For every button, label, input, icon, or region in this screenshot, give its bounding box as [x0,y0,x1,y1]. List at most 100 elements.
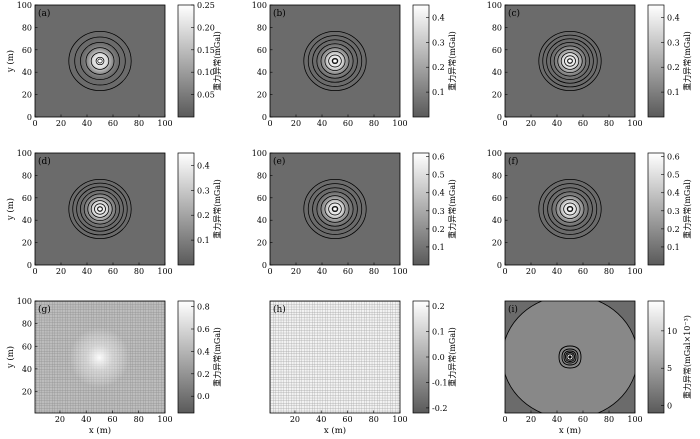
x-tick-label: 20 [526,119,536,128]
contour-line [83,193,117,225]
x-tick-label: 0 [267,267,272,276]
chart-panel-f: (f) 0 20 40 60 80 100 0 20 40 60 80 100 0.1 0.2 0.3 0.4 0… [487,149,692,276]
colorbar-tick-label: 0.3 [432,207,445,216]
x-tick-label: 80 [134,267,144,276]
x-tick-label: 60 [342,415,352,424]
colorbar-tick-label: 0.4 [432,189,445,198]
y-tick-label: 40 [257,68,267,77]
contour-line [90,52,110,70]
colorbar-tick-label: 0.4 [197,347,210,356]
anomaly-core [69,327,130,388]
y-tick-label: 80 [22,171,32,180]
contour-line [68,178,132,240]
colorbar-label: 重力异常(mGal) [212,179,222,239]
contour-line [563,350,577,364]
contour-line [95,56,105,66]
contour-line [97,58,103,64]
contour-line [307,183,363,235]
contour-line [538,30,602,92]
y-tick-label: 60 [492,46,502,55]
y-tick-label: 60 [257,46,267,55]
colorbar-label: 重力异常(mGal×10⁻³) [682,315,692,399]
plot-frame [504,152,636,266]
contour-line [563,202,577,216]
x-tick-label: 20 [56,119,66,128]
y-axis-label: y (m) [5,346,16,369]
contour-line [558,345,582,369]
x-tick-label: 20 [290,415,300,424]
y-tick-label: 60 [257,194,267,203]
y-tick-label: 100 [252,1,267,10]
x-tick-label: 80 [369,415,379,424]
colorbar-tick-label: 0.8 [197,303,210,312]
x-tick-label: 20 [526,267,536,276]
contour-line [312,39,358,83]
x-tick-label: 0 [267,119,272,128]
x-tick-label: 100 [627,415,642,424]
x-tick-label: 0 [502,119,507,128]
x-tick-label: 80 [369,119,379,128]
colorbar-tick-label: 0.2 [432,302,445,311]
colorbar [647,152,665,266]
colorbar [412,4,430,118]
panel-label: (d) [38,156,51,167]
x-tick-label: 40 [317,267,327,276]
contour-line [307,35,363,87]
x-axis-label: x (m) [324,425,346,436]
colorbar-tick-label: 0.1 [432,243,445,252]
colorbar [177,152,195,266]
x-tick-label: 20 [526,415,536,424]
contour-line [567,206,573,212]
x-tick-label: 40 [82,119,92,128]
contour-line [332,58,338,64]
x-tick-label: 40 [552,415,562,424]
plot-area [270,5,400,117]
colorbar-tick-label: 5 [667,364,672,373]
contour-line [561,348,579,366]
contour-line [68,30,132,92]
y-tick-label: 0 [497,261,502,270]
colorbar-tick-label: 0.3 [432,38,445,47]
y-tick-label: 0 [262,261,267,270]
y-tick-label: 100 [17,1,32,10]
y-tick-label: 100 [487,149,502,158]
y-tick-label: 60 [22,46,32,55]
colorbar-tick-label: 0.0 [432,353,445,362]
contour-line [551,191,589,227]
x-tick-label: 20 [56,267,66,276]
x-tick-label: 20 [55,415,65,424]
plot-frame [269,300,401,414]
x-tick-label: 80 [369,267,379,276]
colorbar-tick-label: 0.6 [667,153,680,162]
y-tick-label: 20 [257,239,267,248]
colorbar-tick-label: 0.10 [197,68,215,77]
y-tick-label: 0 [262,113,267,122]
contour-line [568,355,572,359]
y-tick-label: 100 [487,1,502,10]
colorbar [177,300,195,414]
x-tick-label: 60 [107,415,117,424]
colorbar-tick-label: 0.4 [667,189,680,198]
colorbar-label: 重力异常(mGal) [447,327,457,387]
x-tick-label: 40 [317,119,327,128]
chart-panel-b: (b) 0 20 40 60 80 100 0 20 40 60 80 100 0.1 0.2 0.3 0.4重… [252,1,457,128]
contour-line [316,191,354,227]
contour-line [90,200,110,218]
y-axis-label: y (m) [5,198,16,221]
x-tick-label: 0 [32,119,37,128]
colorbar-label: 重力异常(mGal) [447,179,457,239]
x-axis-label: x (m) [559,425,581,436]
contour-line [560,52,580,70]
panel-label: (c) [508,8,520,19]
panel-label: (e) [273,156,285,167]
contour-line [566,205,574,213]
y-tick-label: 40 [22,68,32,77]
colorbar-tick-label: 10 [667,327,677,336]
contour-line [320,195,350,223]
plot-area [270,301,400,413]
colorbar-tick-label: 0.2 [197,370,210,379]
chart-panel-h: (h) 20 40 60 80 100 x (m) -0.2 -0.1 0.0 0.1 0.2 重力异常… [269,300,457,436]
y-tick-label: 20 [492,239,502,248]
plot-area [505,5,635,117]
colorbar-tick-label: 0.4 [197,161,210,170]
